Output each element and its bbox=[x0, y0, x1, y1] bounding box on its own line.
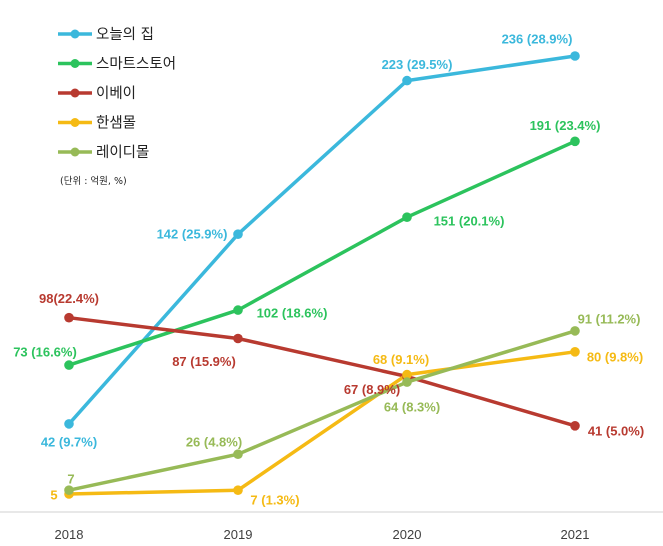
legend-swatch-marker bbox=[70, 147, 80, 157]
legend-label: 스마트스토어 bbox=[96, 56, 176, 73]
data-label: 73 (16.6%) bbox=[13, 345, 77, 360]
data-label: 87 (15.9%) bbox=[172, 354, 236, 369]
x-tick-label: 2021 bbox=[561, 527, 590, 542]
x-tick-label: 2020 bbox=[393, 527, 422, 542]
data-point bbox=[64, 312, 74, 323]
data-point bbox=[402, 212, 412, 222]
data-label: 7 (1.3%) bbox=[250, 493, 299, 508]
legend-swatch-marker bbox=[70, 118, 80, 127]
data-point bbox=[570, 326, 580, 336]
data-label: 41 (5.0%) bbox=[588, 423, 644, 438]
data-label: 102 (18.6%) bbox=[257, 306, 328, 321]
data-point bbox=[570, 421, 580, 431]
x-axis-ticks: 2018 2019 2020 2021 bbox=[55, 527, 590, 542]
data-label: 42 (9.7%) bbox=[41, 434, 97, 449]
data-label: 98(22.4%) bbox=[39, 291, 99, 306]
data-label: 5 bbox=[50, 488, 57, 503]
series-lines bbox=[67, 54, 577, 496]
data-point bbox=[233, 333, 243, 344]
series-line bbox=[67, 139, 577, 367]
data-label: 7 bbox=[67, 472, 74, 487]
legend-label: 오늘의 집 bbox=[96, 26, 154, 43]
data-point bbox=[402, 377, 412, 387]
data-label: 236 (28.9%) bbox=[502, 31, 573, 46]
x-tick-label: 2018 bbox=[55, 527, 84, 542]
legend-label: 이베이 bbox=[96, 85, 136, 102]
data-point bbox=[64, 485, 74, 496]
x-tick-label: 2019 bbox=[224, 527, 253, 542]
series-line bbox=[67, 54, 577, 426]
data-label: 80 (9.8%) bbox=[587, 349, 643, 364]
data-label: 68 (9.1%) bbox=[373, 352, 429, 367]
data-label: 91 (11.2%) bbox=[578, 311, 641, 326]
data-point bbox=[570, 51, 580, 61]
data-label: 142 (25.9%) bbox=[157, 227, 228, 242]
unit-note: (단위 : 억원, %) bbox=[60, 175, 127, 187]
data-label: 67 (8.9%) bbox=[344, 382, 400, 397]
data-point bbox=[570, 136, 580, 147]
data-point bbox=[402, 75, 412, 86]
data-point bbox=[64, 360, 74, 370]
data-label: 191 (23.4%) bbox=[530, 118, 601, 133]
legend-swatch-marker bbox=[70, 59, 80, 68]
legend-label: 레이디몰 bbox=[96, 144, 149, 161]
series-line bbox=[67, 350, 577, 496]
legend-swatch-marker bbox=[70, 29, 80, 39]
data-label: 64 (8.3%) bbox=[384, 400, 440, 415]
data-point bbox=[402, 369, 412, 380]
data-point bbox=[233, 305, 243, 315]
legend-swatch-marker bbox=[70, 88, 80, 98]
data-labels: 42 (9.7%) 142 (25.9%) 223 (29.5%) 236 (28.9… bbox=[13, 31, 644, 507]
legend-label: 한샘몰 bbox=[96, 115, 136, 132]
series-line bbox=[67, 329, 577, 492]
data-point bbox=[233, 229, 243, 239]
data-point bbox=[64, 419, 74, 429]
data-label: 151 (20.1%) bbox=[434, 214, 505, 229]
series-points bbox=[64, 51, 580, 499]
data-label: 223 (29.5%) bbox=[382, 57, 453, 72]
data-point bbox=[570, 347, 580, 357]
data-point bbox=[233, 485, 243, 496]
data-label: 26 (4.8%) bbox=[186, 435, 242, 450]
data-point bbox=[233, 449, 243, 460]
series-line bbox=[67, 315, 577, 428]
